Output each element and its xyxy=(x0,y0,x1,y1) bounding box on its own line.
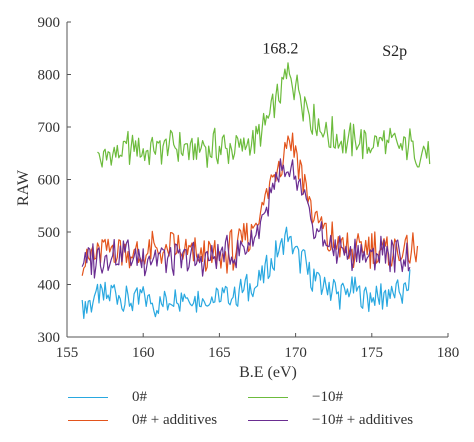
peak-annotation: 168.2 xyxy=(262,41,298,58)
y-tick-label: 600 xyxy=(38,173,61,189)
x-axis-title: B.E (eV) xyxy=(239,364,297,381)
series-line-1 xyxy=(97,62,431,168)
y-tick-label: 700 xyxy=(38,120,61,136)
series-line-3 xyxy=(81,158,411,279)
s2p-annotation: S2p xyxy=(382,43,407,60)
axis-layer: 155 160 165 170 175 180 300 400 500 600 700 800 900 xyxy=(38,15,460,361)
y-tick-label: 800 xyxy=(38,68,61,84)
x-tick-label: 175 xyxy=(361,345,384,361)
y-tick-label: 300 xyxy=(38,330,61,346)
x-tick-label: 160 xyxy=(132,345,155,361)
series-line-0 xyxy=(81,226,411,319)
x-tick-label: 155 xyxy=(56,345,79,361)
y-axis-title: RAW xyxy=(15,169,32,206)
y-tick-label: 400 xyxy=(38,278,61,294)
y-tick-label: 500 xyxy=(38,225,61,241)
x-tick-label: 170 xyxy=(284,345,307,361)
x-tick-label: 180 xyxy=(437,345,460,361)
y-tick-label: 900 xyxy=(38,15,61,31)
series-layer xyxy=(81,62,431,319)
x-tick-label: 165 xyxy=(208,345,231,361)
